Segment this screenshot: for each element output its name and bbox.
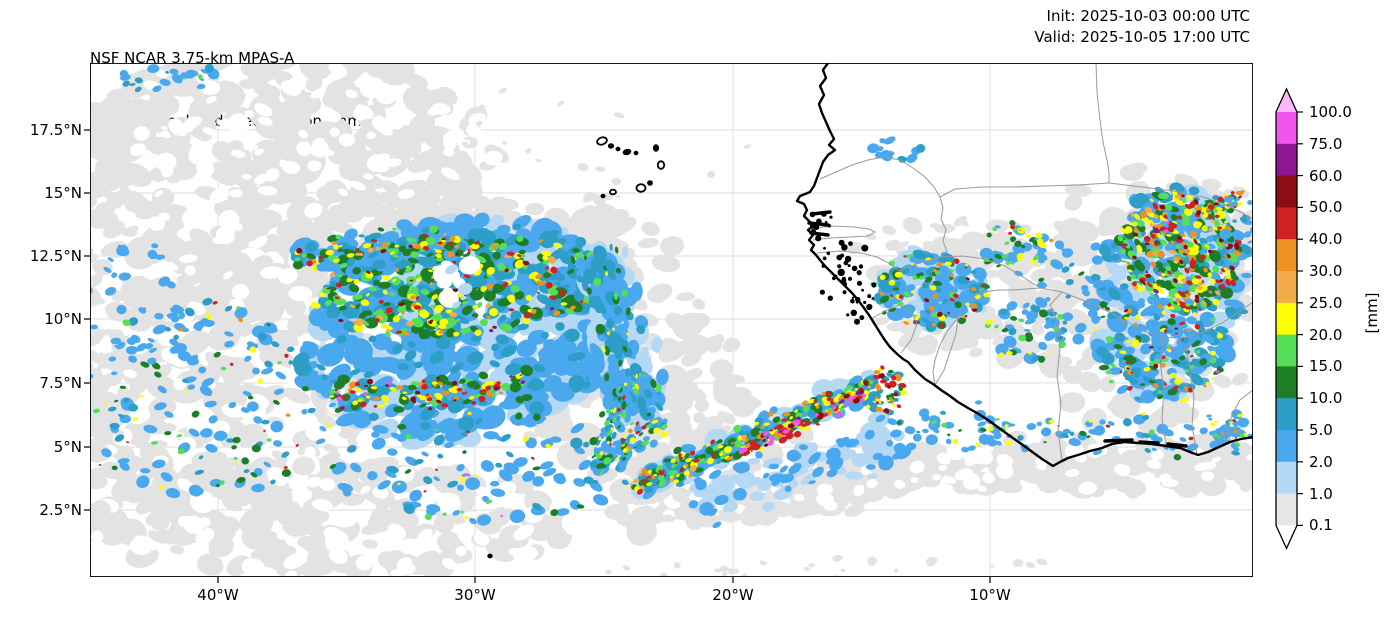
colorbar-band bbox=[1276, 175, 1297, 208]
precip-region-topmid-specks bbox=[462, 87, 752, 185]
colorbar-under-arrow bbox=[1276, 525, 1297, 549]
colorbar-tick-label: 15.0 bbox=[1309, 357, 1343, 376]
precip-region-bottomright-cell bbox=[1210, 409, 1248, 449]
precip-region-sw-stratiform bbox=[90, 456, 586, 577]
precip-region-ne-edge-blue bbox=[1219, 196, 1253, 244]
y-tick-label: 17.5°N bbox=[29, 121, 82, 139]
x-tick-label: 30°W bbox=[454, 586, 496, 604]
colorbar-band bbox=[1276, 493, 1297, 526]
island-outlines bbox=[487, 136, 666, 559]
colorbar-band bbox=[1276, 302, 1297, 335]
precip-region-system-sw-core bbox=[329, 364, 533, 413]
y-tick-label: 12.5°N bbox=[29, 247, 82, 265]
y-tick-label: 7.5°N bbox=[39, 374, 82, 392]
time-labels: Init: 2025-10-03 00:00 UTC Valid: 2025-1… bbox=[850, 6, 1250, 48]
precip-region-system-eye bbox=[432, 246, 481, 309]
precip-region-mcs-core bbox=[1113, 189, 1243, 315]
precip-region-squall-hook bbox=[860, 365, 907, 417]
colorbar-tick-label: 30.0 bbox=[1309, 262, 1343, 280]
colorbar-band bbox=[1276, 430, 1297, 463]
colorbar-band bbox=[1276, 112, 1297, 145]
colorbar-band bbox=[1276, 398, 1297, 431]
colorbar bbox=[1275, 87, 1303, 550]
precip-region-system-east-spiral bbox=[566, 240, 669, 433]
colorbar-tick-label: 100.0 bbox=[1309, 103, 1352, 121]
precip-region-squall-core bbox=[738, 389, 871, 457]
precip-region-guinea-cluster bbox=[870, 245, 991, 333]
colorbar-band bbox=[1276, 271, 1297, 304]
y-tick-label: 5°N bbox=[53, 438, 82, 456]
precip-region-squall-band bbox=[629, 369, 884, 500]
colorbar-tick-label: 2.0 bbox=[1309, 452, 1333, 471]
valid-time-label: Valid: 2025-10-05 17:00 UTC bbox=[1034, 28, 1250, 46]
colorbar-band bbox=[1276, 239, 1297, 272]
x-tick-label: 20°W bbox=[712, 586, 754, 604]
precip-region-squall-north-spur bbox=[589, 375, 633, 455]
colorbar-band bbox=[1276, 461, 1297, 494]
colorbar-tick-label: 0.1 bbox=[1309, 516, 1333, 535]
colorbar-band bbox=[1276, 334, 1297, 367]
colorbar-tick-label: 25.0 bbox=[1309, 293, 1343, 312]
country-borders bbox=[808, 63, 1253, 461]
colorbar-tick-label: 50.0 bbox=[1309, 198, 1343, 217]
colorbar-band bbox=[1276, 207, 1297, 240]
colorbar-over-arrow bbox=[1276, 89, 1297, 112]
colorbar-unit-label: [mm] bbox=[1363, 292, 1381, 334]
x-tick-label: 40°W bbox=[197, 586, 239, 604]
colorbar-tick-label: 5.0 bbox=[1309, 421, 1333, 439]
colorbar-band bbox=[1276, 366, 1297, 399]
precip-region-guinea-ne-cells bbox=[979, 220, 1054, 277]
map-canvas bbox=[90, 63, 1253, 577]
precip-region-system-nw-arm bbox=[289, 219, 470, 280]
colorbar-tick-label: 1.0 bbox=[1309, 484, 1333, 503]
precip-region-squall-west-tail bbox=[589, 406, 668, 476]
colorbar-tick-label: 20.0 bbox=[1309, 325, 1343, 344]
init-time-label: Init: 2025-10-03 00:00 UTC bbox=[1046, 7, 1250, 25]
precip-region-coastal-speckles bbox=[887, 400, 1253, 461]
precip-region-west-speckles bbox=[90, 297, 337, 499]
colorbar-tick-label: 60.0 bbox=[1309, 166, 1343, 185]
colorbar-tick-label: 40.0 bbox=[1309, 230, 1343, 249]
colorbar-tick-label: 75.0 bbox=[1309, 134, 1343, 153]
colorbar-band bbox=[1276, 143, 1297, 176]
precip-region-mcs-south bbox=[1098, 296, 1224, 404]
precip-region-se-streak-fan bbox=[683, 411, 912, 529]
y-tick-label: 2.5°N bbox=[39, 501, 82, 519]
y-tick-label: 10°N bbox=[44, 310, 82, 328]
colorbar-tick-label: 10.0 bbox=[1309, 389, 1343, 408]
y-tick-label: 15°N bbox=[44, 184, 82, 202]
coastal-island-speckles bbox=[809, 211, 877, 325]
x-tick-label: 10°W bbox=[969, 586, 1011, 604]
precip-region-bottom-specks bbox=[568, 554, 1048, 577]
precip-region-subsystem-speckles bbox=[329, 411, 630, 526]
precip-region-top-edge-blue bbox=[119, 63, 220, 93]
precip-region-farwest-speckles bbox=[90, 243, 185, 365]
precip-region-senegal-cells bbox=[867, 136, 926, 164]
